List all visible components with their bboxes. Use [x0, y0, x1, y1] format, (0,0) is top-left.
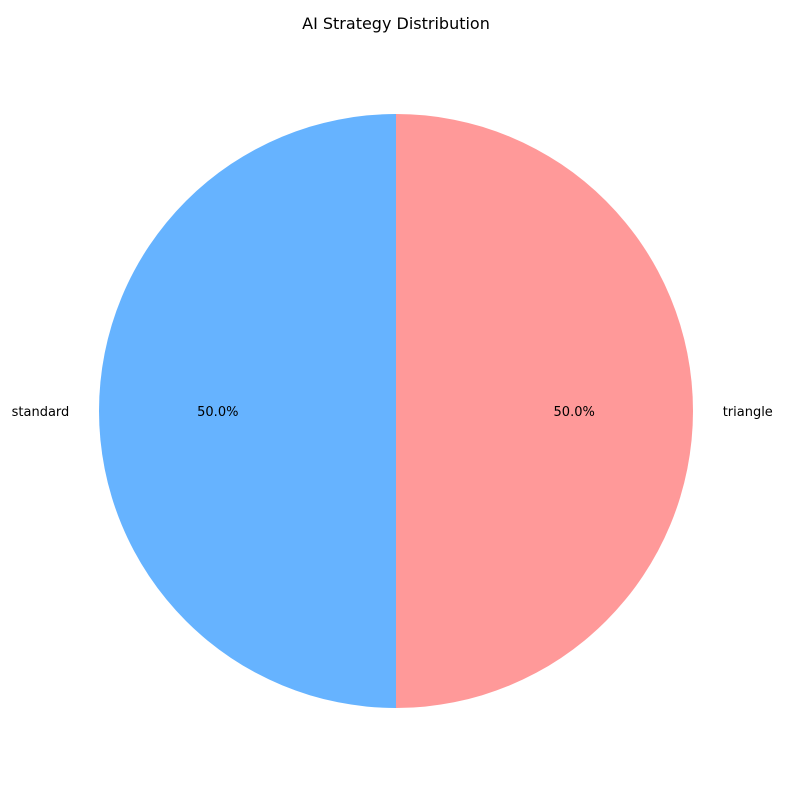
slice-pct-label-triangle: 50.0% — [554, 405, 595, 420]
slice-label-standard: standard — [12, 405, 70, 420]
pie-slice-standard — [99, 114, 396, 708]
pie-labels: standard 50.0% triangle 50.0% — [12, 405, 773, 420]
pie-slice-triangle — [396, 114, 693, 708]
slice-label-triangle: triangle — [723, 405, 773, 420]
slice-pct-label-standard: 50.0% — [197, 405, 238, 420]
pie-slices — [99, 114, 693, 708]
chart-title: AI Strategy Distribution — [302, 14, 490, 33]
